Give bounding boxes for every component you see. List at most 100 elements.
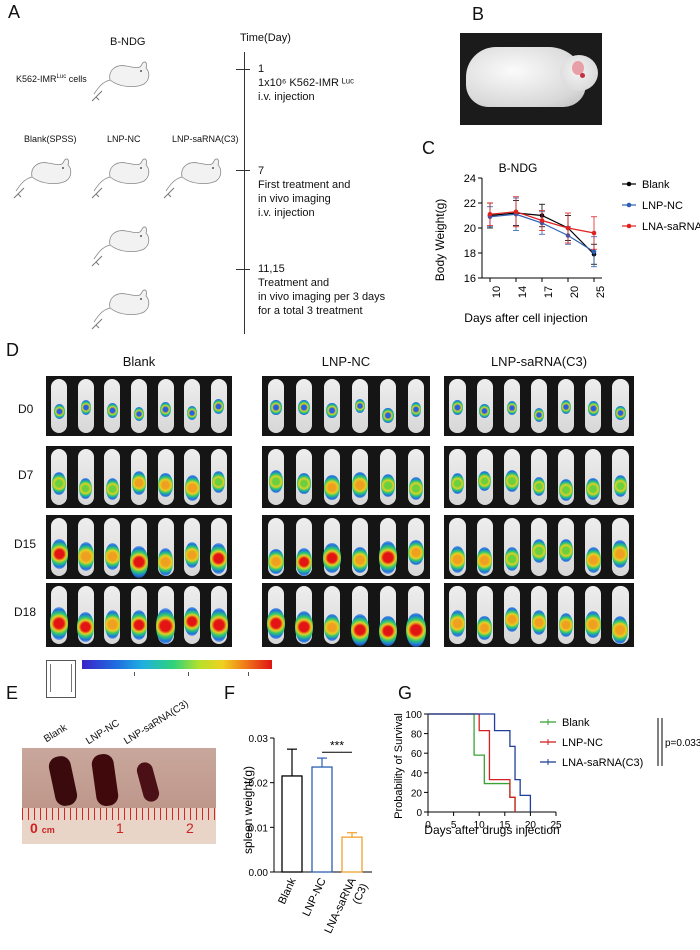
imaging-strip <box>262 376 430 436</box>
luminescence-signal <box>351 614 369 646</box>
series <box>428 713 532 812</box>
bar <box>341 836 363 873</box>
y-axis-label: Probability of Survival <box>393 713 405 819</box>
luminescence-signal <box>586 477 601 501</box>
luminescence-signal <box>267 607 285 639</box>
legend-label: LNA-saRNA(C3) <box>562 757 643 769</box>
luminescence-signal <box>612 615 629 645</box>
series <box>487 196 597 268</box>
panel-letter-f: F <box>224 683 235 703</box>
imaging-group-blank: Blank <box>122 354 156 369</box>
x-tick-label: 5 <box>451 820 457 831</box>
luminescence-signal <box>298 399 310 415</box>
body-weight-chart: B-NDG Body Weight(g) Days after cell inj… <box>433 161 700 325</box>
mouse-icon <box>91 289 150 330</box>
y-tick-label: 16 <box>464 273 476 285</box>
luminescence-signal <box>560 400 572 415</box>
imaging-strip <box>46 583 232 647</box>
spleen-label-lnp-sarna: LNP-saRNA(C3) <box>122 698 191 747</box>
luminescence-signal <box>80 400 92 415</box>
luminescence-signal <box>504 607 520 633</box>
panel-letter-b: B <box>472 4 485 24</box>
y-axis-label: Body Weight(g) <box>433 199 447 281</box>
luminescence-signal <box>78 542 94 571</box>
legend: Blank LNP-NC LNA-saRNA(C3) <box>540 717 663 769</box>
y-tick-label: 0.01 <box>249 823 269 834</box>
axes <box>478 177 602 282</box>
legend-label: LNP-NC <box>642 200 683 212</box>
luminescence-signal <box>268 469 284 493</box>
spleen-lnp-nc <box>90 752 120 808</box>
y-tick-label: 40 <box>411 769 423 780</box>
x-tick-label: 14 <box>517 286 529 298</box>
imaging-group-lnp-nc: LNP-NC <box>321 354 371 369</box>
luminescence-signal <box>477 615 492 641</box>
luminescence-signal <box>506 400 518 416</box>
spleen-photo: 0 cm 1 2 <box>22 748 216 844</box>
survival-curve <box>428 713 516 812</box>
bar <box>281 775 303 873</box>
luminescence-signal <box>558 612 574 637</box>
x-tick-label-line: LNA-saRNA <box>323 876 359 936</box>
x-axis-label: Days after cell injection <box>464 311 587 325</box>
legend-marker <box>626 181 632 187</box>
luminescence-signal <box>477 547 493 575</box>
tick-labels: 16 18 20 22 24 10 14 17 20 25 <box>464 173 607 298</box>
luminescence-signal <box>352 546 368 573</box>
y-tick-label: 80 <box>411 730 423 741</box>
imaged-mouse <box>131 379 147 433</box>
spleen-lnp-sarna <box>135 760 161 804</box>
ruler: 0 cm 1 2 <box>22 808 216 844</box>
y-tick-label: 20 <box>411 788 423 799</box>
luminescence-signal <box>452 399 463 415</box>
legend-label: Blank <box>562 717 590 729</box>
luminescence-signal <box>158 472 173 498</box>
luminescence-signal <box>213 398 225 414</box>
luminescence-signal <box>212 471 226 493</box>
luminescence-signal <box>323 543 341 574</box>
luminescence-signal <box>130 546 148 578</box>
luminescence-signal <box>531 609 547 636</box>
y-tick-label: 100 <box>405 710 422 721</box>
panel-letter-e: E <box>6 683 19 703</box>
x-tick-label-line: Blank <box>276 876 299 906</box>
luminescence-signal <box>184 542 200 568</box>
luminescence-signal <box>79 478 93 500</box>
luminescence-signal <box>559 539 573 562</box>
luminescence-signal <box>52 472 67 496</box>
x-tick-label: 20 <box>569 286 581 298</box>
imaging-strip <box>262 446 430 508</box>
x-tick-label: LNA-saRNA(C3) <box>323 876 371 940</box>
mouse-icon <box>91 226 150 267</box>
luminescence-signal <box>104 610 121 639</box>
mouse-illustrations <box>13 61 222 330</box>
timeline-tick <box>236 69 250 70</box>
x-tick-label: 10 <box>491 286 503 298</box>
luminescence-signal <box>297 473 311 494</box>
x-tick-label: 15 <box>499 820 511 831</box>
panel-letter-d: D <box>6 340 19 360</box>
luminescence-signal <box>532 476 546 497</box>
luminescence-signal <box>449 545 466 573</box>
luminescence-signal <box>105 477 120 500</box>
luminescence-signal <box>380 473 396 497</box>
legend-marker <box>626 202 632 208</box>
luminescence-signal <box>184 475 200 501</box>
luminescence-signal <box>451 473 465 494</box>
luminescence-signal <box>186 405 198 421</box>
survival-chart: Probability of Survival Days after drugs… <box>393 710 700 837</box>
mouse-icon <box>91 158 150 199</box>
luminescence-signal <box>326 402 338 418</box>
x-tick-label: LNP-NC <box>301 876 329 918</box>
luminescence-signal <box>130 609 148 640</box>
luminescence-signal <box>50 607 69 641</box>
luminescence-signal <box>505 470 519 493</box>
significance-annotation: *** <box>330 738 344 752</box>
timeline-event-3: 11,15 Treatment and in vivo imaging per … <box>258 263 386 317</box>
data-point <box>591 249 597 255</box>
cells-label: K562-IMRLuc cells <box>16 74 87 84</box>
mouse-icon <box>91 61 150 102</box>
luminescence-signal <box>478 471 492 492</box>
luminescence-signal <box>184 606 201 637</box>
luminescence-signal <box>410 402 422 417</box>
